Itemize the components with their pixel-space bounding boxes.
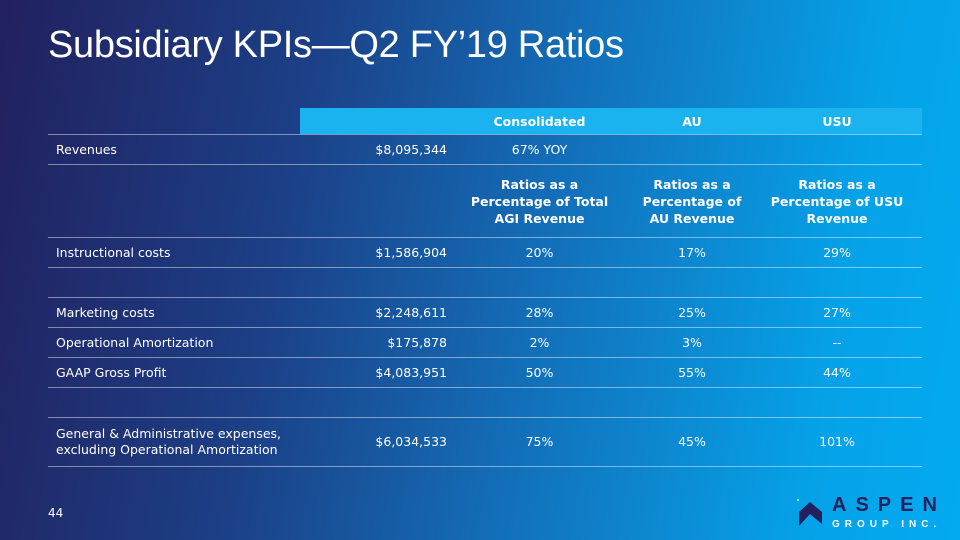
slide-title: Subsidiary KPIs—Q2 FY’19 Ratios [48,24,624,66]
aspen-mountain-icon [797,499,822,526]
table-header: Consolidated AU USU [48,108,922,135]
row-label: GAAP Gross Profit [56,365,167,380]
row-amount: $1,586,904 [375,245,447,260]
row-usu: 101% [819,434,855,449]
ratio-header-consolidated: Ratios as a Percentage of Total AGI Reve… [470,176,609,226]
row-usu: 44% [823,365,851,380]
row-consolidated: 50% [525,365,554,380]
empty-row [48,268,922,298]
row-au: 17% [678,245,706,260]
row-amount: $175,878 [387,335,447,350]
table-row: Operational Amortization $175,878 2% 3% … [48,328,922,358]
row-usu: -- [832,335,842,350]
table-row: Instructional costs $1,586,904 20% 17% 2… [48,238,922,268]
ratio-header-au: Ratios as a Percentage of AU Revenue [642,176,742,226]
col-usu: USU [822,113,852,129]
row-label: General & Administrative expenses, exclu… [56,426,282,457]
row-label: Revenues [56,142,117,157]
row-label: Instructional costs [56,245,171,260]
row-amount: $6,034,533 [375,434,447,449]
row-consolidated: 28% [525,305,554,320]
header-bar [300,108,922,134]
row-usu: 27% [823,305,851,320]
table-row: Revenues $8,095,344 67% YOY [48,135,922,165]
row-label: Marketing costs [56,305,155,320]
table-row: GAAP Gross Profit $4,083,951 50% 55% 44% [48,358,922,388]
row-consolidated: 2% [529,335,550,350]
row-amount: $4,083,951 [375,365,447,380]
row-consolidated: 75% [525,434,554,449]
row-au: 3% [682,335,702,350]
aspen-logo: ASPEN GROUP INC. [796,494,946,530]
row-consolidated: 20% [525,245,554,260]
row-au: 25% [678,305,706,320]
page-number: 44 [48,506,64,520]
row-label: Operational Amortization [56,335,214,350]
kpi-table: Consolidated AU USU Revenues $8,095,344 … [48,108,922,467]
table-row: Marketing costs $2,248,611 28% 25% 27% [48,298,922,328]
col-consolidated: Consolidated [493,113,586,129]
row-amount: $2,248,611 [375,305,447,320]
ratio-header-row: Ratios as a Percentage of Total AGI Reve… [48,165,922,238]
row-usu: 29% [823,245,851,260]
empty-row [48,388,922,418]
col-au: AU [682,113,702,129]
ratio-header-usu: Ratios as a Percentage of USU Revenue [770,176,904,226]
row-au: 45% [678,434,706,449]
row-au: 55% [678,365,706,380]
table-row: General & Administrative expenses, exclu… [48,418,922,467]
row-amount: $8,095,344 [375,142,447,157]
row-consolidated: 67% YOY [511,142,568,157]
logo-name: ASPEN [832,494,946,516]
logo-sub: GROUP INC. [832,519,942,530]
